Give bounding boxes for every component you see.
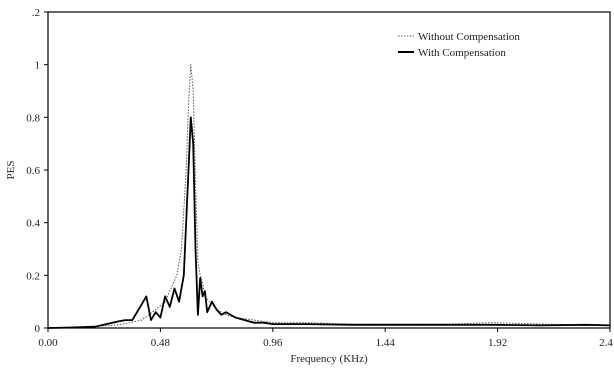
legend-label-with-compensation: With Compensation <box>418 47 506 59</box>
y-tick-label: .2 <box>32 7 40 19</box>
x-axis-title: Frequency (KHz) <box>290 353 368 365</box>
y-tick-label: 0.6 <box>26 165 40 177</box>
x-tick-label: 0.48 <box>151 337 171 349</box>
y-axis-ticks: 0 0.2 0.4 0.6 0.8 1 .2 <box>26 7 48 335</box>
x-tick-label: 1.44 <box>376 337 396 349</box>
x-tick-label: 0.00 <box>38 337 58 349</box>
plot-border <box>47 11 611 329</box>
y-axis-title: PES <box>5 161 17 180</box>
legend-label-without-compensation: Without Compensation <box>418 31 520 43</box>
y-tick-label: 0.4 <box>26 218 40 230</box>
y-tick-label: 0.8 <box>26 112 40 124</box>
y-tick-label: 1 <box>35 60 41 72</box>
series-layer <box>47 64 611 329</box>
legend: Without Compensation With Compensation <box>398 31 520 59</box>
plot-frame <box>47 11 611 329</box>
y-tick-label: 0 <box>35 323 41 335</box>
x-tick-label: 2.4 <box>599 337 613 349</box>
x-axis-ticks: 0.00 0.48 0.96 1.44 1.92 2.4 <box>38 328 613 349</box>
y-tick-label: 0.2 <box>26 270 40 282</box>
series-line-with-compensation <box>47 116 611 329</box>
series-line-without-compensation <box>47 64 611 329</box>
x-tick-label: 0.96 <box>263 337 283 349</box>
x-tick-label: 1.92 <box>488 337 507 349</box>
